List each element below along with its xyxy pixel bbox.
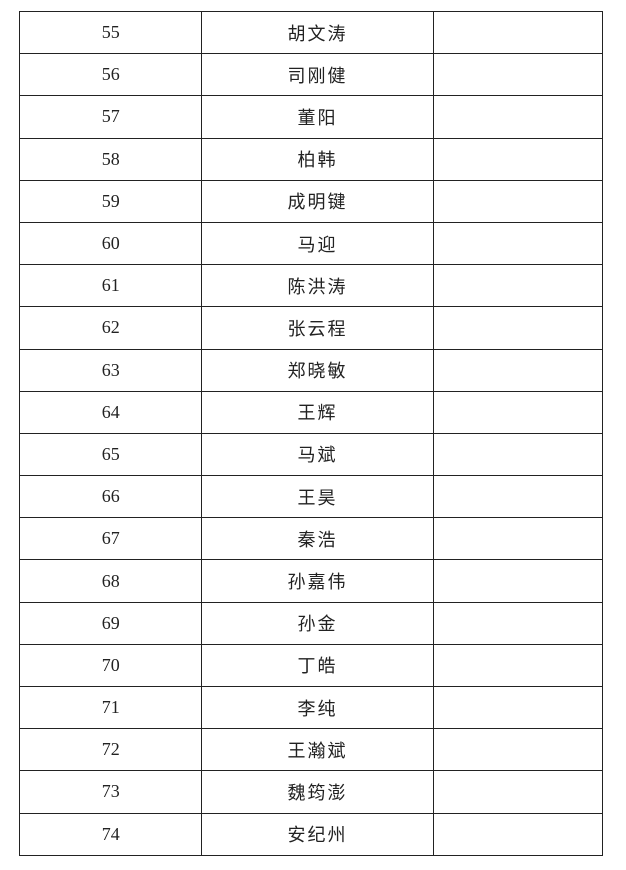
table-row: 57 董阳	[18, 95, 604, 139]
row-number: 72	[18, 728, 203, 772]
person-name: 魏筠澎	[201, 770, 434, 814]
table-row: 68 孙嘉伟	[18, 559, 604, 603]
row-number: 63	[18, 348, 203, 392]
row-number: 59	[18, 179, 203, 223]
person-name: 董阳	[201, 95, 434, 139]
remarks-cell	[432, 10, 604, 55]
row-number: 58	[18, 137, 203, 181]
row-number: 69	[18, 601, 203, 645]
person-name: 马迎	[201, 221, 434, 266]
remarks-cell	[432, 306, 604, 350]
person-name: 安纪州	[201, 812, 434, 856]
table-row: 58 柏韩	[18, 137, 604, 181]
person-name: 王昊	[201, 475, 434, 519]
table-row: 67 秦浩	[18, 517, 604, 561]
person-name: 柏韩	[201, 137, 434, 181]
person-name: 成明键	[201, 179, 434, 223]
person-name: 孙金	[201, 601, 434, 645]
remarks-cell	[432, 264, 604, 308]
remarks-cell	[432, 179, 604, 223]
table-row: 70 丁皓	[18, 643, 604, 688]
row-number: 74	[18, 812, 203, 856]
remarks-cell	[432, 601, 604, 645]
table-row: 71 李纯	[18, 685, 604, 730]
table-row: 60 马迎	[18, 221, 604, 266]
person-name: 李纯	[201, 685, 434, 730]
row-number: 57	[18, 95, 203, 139]
person-name: 陈洪涛	[201, 264, 434, 308]
person-name: 马斌	[201, 432, 434, 477]
remarks-cell	[432, 559, 604, 603]
remarks-cell	[432, 53, 604, 97]
row-number: 55	[18, 10, 203, 55]
row-number: 71	[18, 685, 203, 730]
row-number: 61	[18, 264, 203, 308]
table-row: 63 郑晓敏	[18, 348, 604, 392]
remarks-cell	[432, 770, 604, 814]
person-name: 秦浩	[201, 517, 434, 561]
person-name: 郑晓敏	[201, 348, 434, 392]
remarks-cell	[432, 221, 604, 266]
remarks-cell	[432, 95, 604, 139]
remarks-cell	[432, 728, 604, 772]
person-name: 王辉	[201, 390, 434, 434]
name-list-table: 55 胡文涛 56 司刚健 57 董阳 58 柏韩 59 成明键 60 马迎 61 陈洪涛 62 张云程 63 郑…	[18, 10, 604, 856]
row-number: 70	[18, 643, 203, 688]
table-row: 62 张云程	[18, 306, 604, 350]
person-name: 胡文涛	[201, 10, 434, 55]
person-name: 丁皓	[201, 643, 434, 688]
row-number: 67	[18, 517, 203, 561]
remarks-cell	[432, 390, 604, 434]
person-name: 王瀚斌	[201, 728, 434, 772]
remarks-cell	[432, 348, 604, 392]
remarks-cell	[432, 475, 604, 519]
person-name: 张云程	[201, 306, 434, 350]
remarks-cell	[432, 432, 604, 477]
table-row: 65 马斌	[18, 432, 604, 477]
remarks-cell	[432, 137, 604, 181]
table-row: 66 王昊	[18, 475, 604, 519]
row-number: 64	[18, 390, 203, 434]
table-row: 61 陈洪涛	[18, 264, 604, 308]
row-number: 56	[18, 53, 203, 97]
table-row: 59 成明键	[18, 179, 604, 223]
table-row: 73 魏筠澎	[18, 770, 604, 814]
row-number: 65	[18, 432, 203, 477]
table-body: 55 胡文涛 56 司刚健 57 董阳 58 柏韩 59 成明键 60 马迎 61 陈洪涛 62 张云程 63 郑…	[18, 10, 604, 856]
table-row: 74 安纪州	[18, 812, 604, 856]
row-number: 60	[18, 221, 203, 266]
remarks-cell	[432, 517, 604, 561]
table-row: 55 胡文涛	[18, 10, 604, 55]
row-number: 62	[18, 306, 203, 350]
table-row: 72 王瀚斌	[18, 728, 604, 772]
remarks-cell	[432, 685, 604, 730]
remarks-cell	[432, 812, 604, 856]
table-row: 56 司刚健	[18, 53, 604, 97]
row-number: 73	[18, 770, 203, 814]
row-number: 68	[18, 559, 203, 603]
remarks-cell	[432, 643, 604, 688]
row-number: 66	[18, 475, 203, 519]
table-row: 64 王辉	[18, 390, 604, 434]
person-name: 司刚健	[201, 53, 434, 97]
table-row: 69 孙金	[18, 601, 604, 645]
person-name: 孙嘉伟	[201, 559, 434, 603]
